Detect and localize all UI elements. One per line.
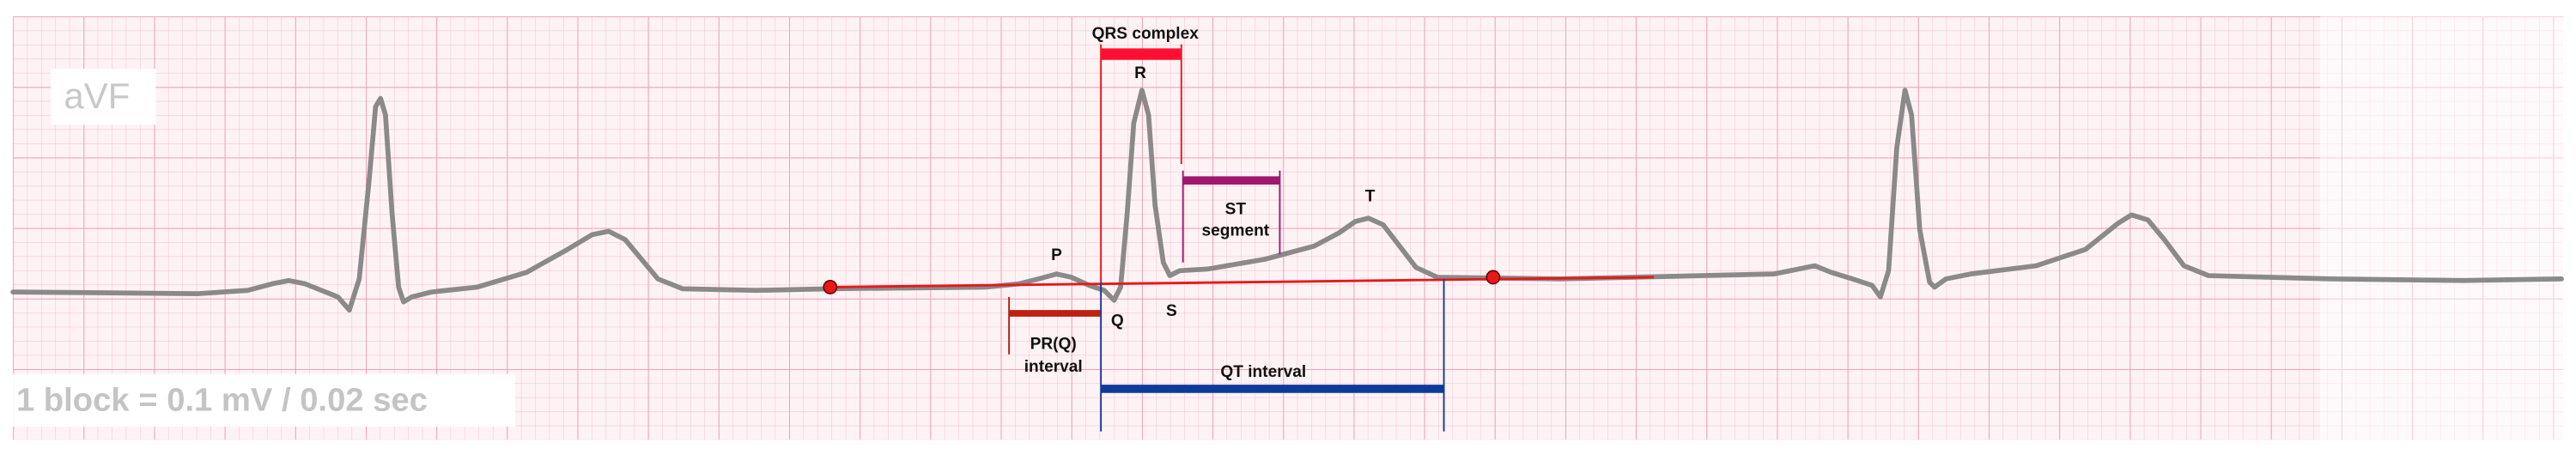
qt-label: QT interval [1220, 363, 1306, 381]
qrs-label: QRS complex [1092, 25, 1200, 43]
ecg-trace [10, 88, 2564, 313]
t-label: T [1365, 187, 1376, 205]
pr-label: PR(Q) [1030, 335, 1077, 353]
s-label: S [1166, 302, 1177, 320]
baseline-reference [829, 276, 1655, 288]
st-label: segment [1202, 222, 1270, 240]
lead-label-bg [51, 69, 156, 125]
baseline-point [1485, 270, 1501, 285]
scale-note: 1 block = 0.1 mV / 0.02 sec [16, 381, 428, 418]
ecg-grid [13, 16, 2563, 440]
qrs-marker [1100, 44, 1182, 282]
pr-label: interval [1024, 358, 1083, 376]
scale-note-bg [13, 373, 515, 427]
p-label: P [1051, 246, 1062, 264]
qt-marker [1100, 278, 1445, 432]
q-label: Q [1111, 312, 1124, 331]
r-label: R [1134, 64, 1146, 82]
lead-label: aVF [64, 76, 130, 116]
st-label: ST [1225, 201, 1247, 219]
pr-marker [1008, 296, 1102, 355]
st-marker [1182, 170, 1281, 263]
baseline-point [823, 280, 838, 294]
